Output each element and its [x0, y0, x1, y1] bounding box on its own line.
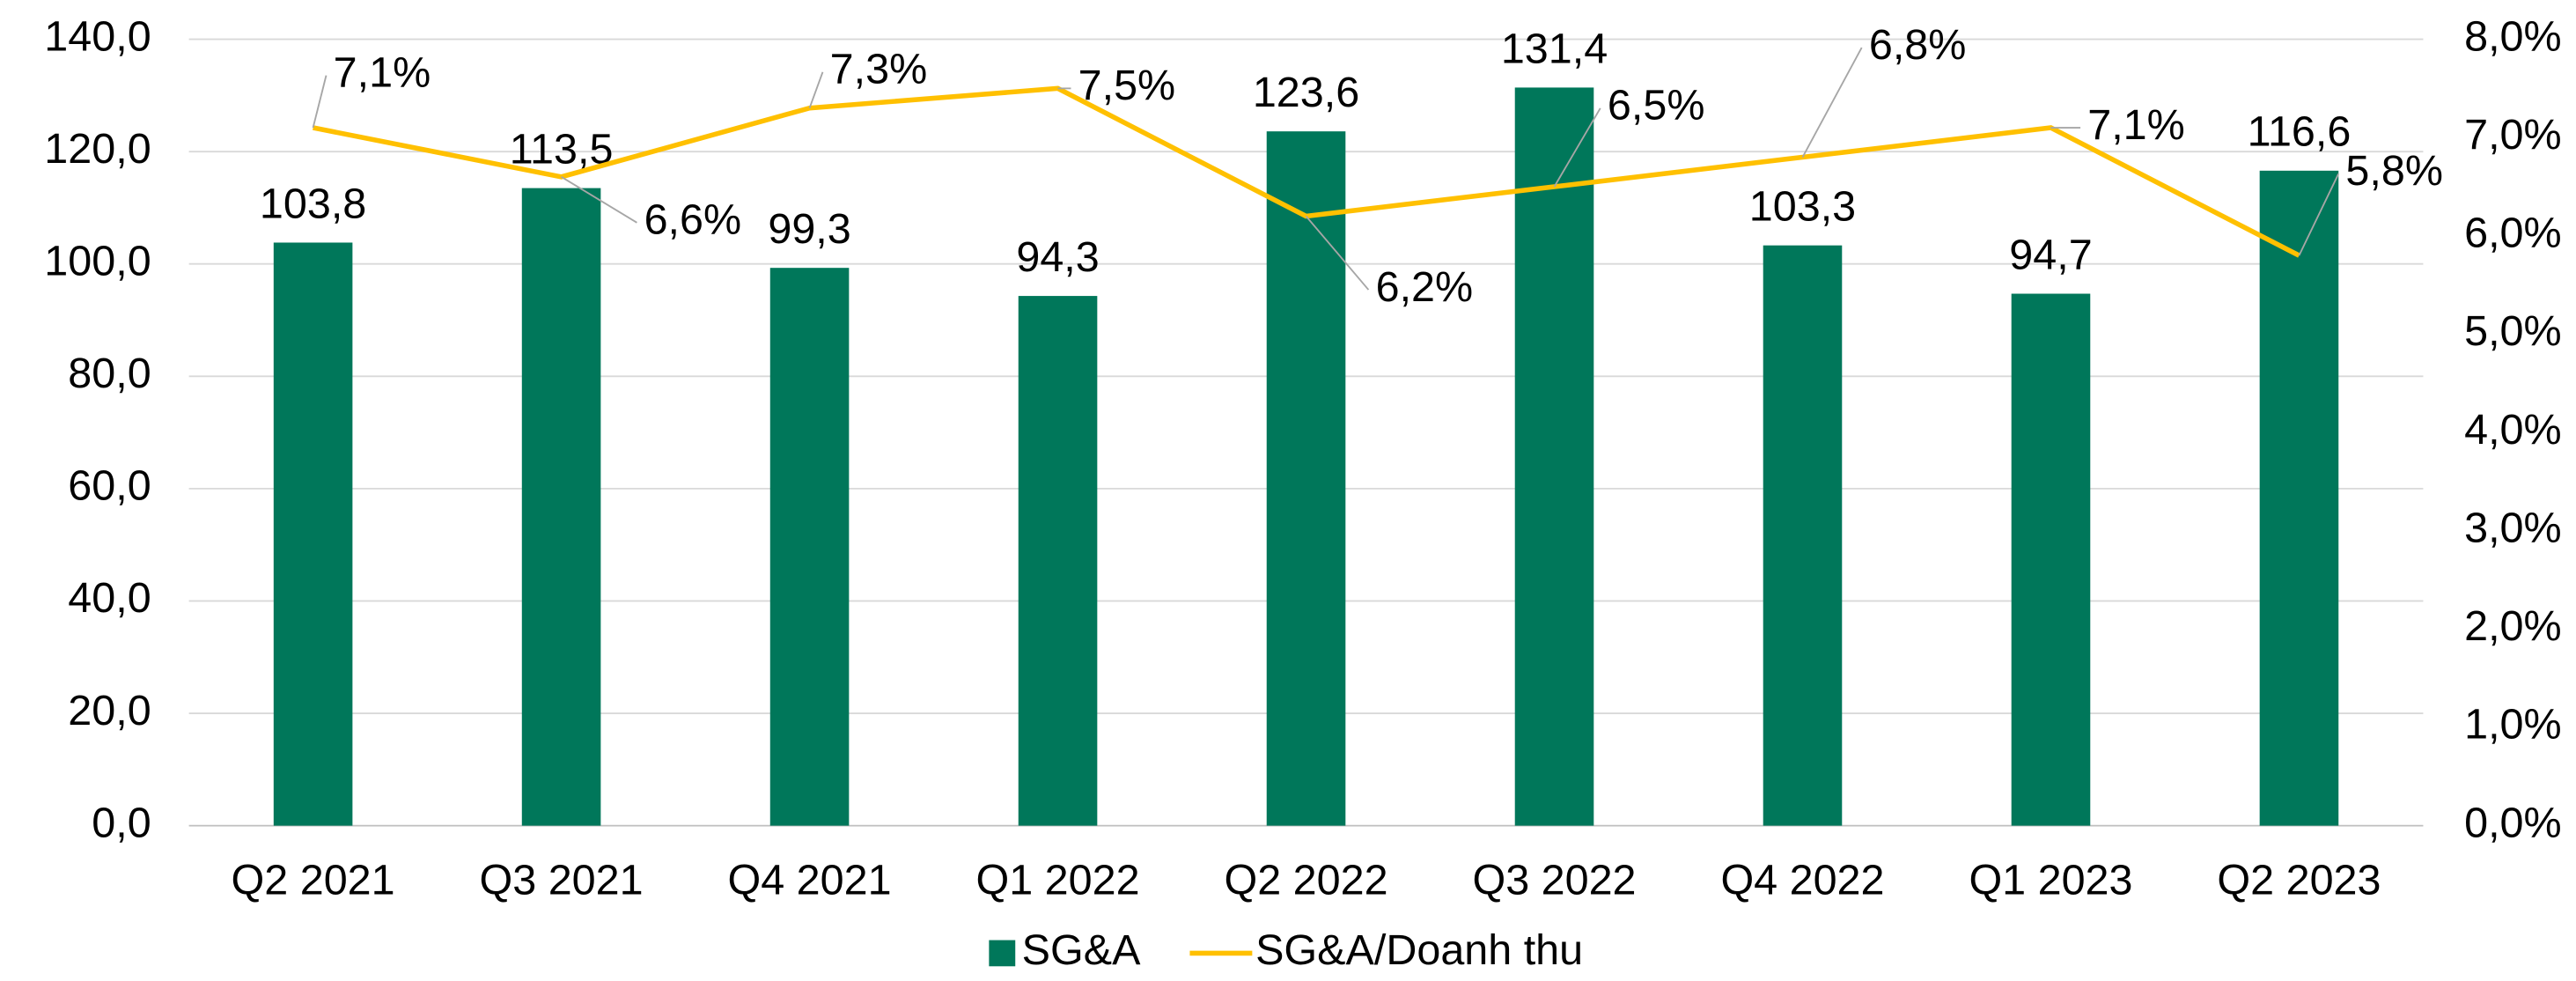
- bar: [2011, 293, 2091, 826]
- line-value-label: 5,8%: [2345, 147, 2443, 195]
- bar-value-label: 94,3: [1016, 233, 1099, 281]
- y2-tick-label: 5,0%: [2464, 307, 2562, 355]
- line-value-label: 7,1%: [2087, 101, 2185, 149]
- leader-line: [1305, 215, 1370, 291]
- line-value-label: 6,6%: [644, 196, 742, 244]
- bar: [1763, 245, 1843, 826]
- bar: [273, 242, 353, 826]
- y2-tick-label: 0,0%: [2464, 799, 2562, 846]
- x-tick-label: Q3 2021: [480, 856, 644, 904]
- x-tick-label: Q1 2022: [976, 856, 1140, 904]
- bar: [1018, 296, 1098, 826]
- leader-line: [1801, 47, 1863, 158]
- y2-tick-label: 3,0%: [2464, 505, 2562, 552]
- bar-value-label: 94,7: [2009, 232, 2092, 279]
- x-tick-label: Q2 2022: [1224, 856, 1387, 904]
- y2-tick-label: 1,0%: [2464, 701, 2562, 749]
- line-value-label: 6,5%: [1608, 82, 1705, 129]
- bar-value-label: 131,4: [1501, 25, 1608, 72]
- line-value-label: 7,1%: [334, 48, 431, 96]
- bar-value-label: 103,8: [260, 180, 366, 227]
- line-value-label: 7,3%: [830, 46, 928, 93]
- y-tick-label: 40,0: [68, 574, 151, 622]
- y2-tick-label: 7,0%: [2464, 111, 2562, 159]
- leader-line: [808, 71, 824, 109]
- legend-swatch: [989, 940, 1016, 967]
- y-tick-label: 140,0: [44, 12, 151, 60]
- x-tick-label: Q1 2023: [1969, 856, 2132, 904]
- leader-line: [1553, 107, 1601, 188]
- bar-value-label: 123,6: [1253, 69, 1359, 116]
- bar-value-label: 99,3: [768, 205, 850, 253]
- y-tick-label: 20,0: [68, 687, 151, 734]
- x-tick-label: Q4 2021: [728, 856, 892, 904]
- y2-tick-label: 2,0%: [2464, 602, 2562, 650]
- line-value-label: 6,8%: [1869, 21, 1967, 69]
- y-tick-label: 120,0: [44, 125, 151, 173]
- leader-line: [2298, 173, 2340, 256]
- bar: [521, 188, 601, 826]
- line-value-label: 7,5%: [1078, 62, 1176, 109]
- bar-value-label: 116,6: [2248, 108, 2352, 156]
- y2-tick-label: 4,0%: [2464, 406, 2562, 454]
- y-tick-label: 60,0: [68, 462, 151, 510]
- bar: [1266, 131, 1346, 826]
- x-tick-label: Q4 2022: [1720, 856, 1884, 904]
- line-value-label: 6,2%: [1376, 263, 1474, 311]
- y-tick-label: 0,0: [92, 799, 151, 846]
- legend-label: SG&A: [1022, 926, 1142, 974]
- x-tick-label: Q2 2021: [232, 856, 395, 904]
- x-tick-label: Q2 2023: [2217, 856, 2381, 904]
- y-tick-label: 80,0: [68, 350, 151, 397]
- y2-tick-label: 6,0%: [2464, 210, 2562, 257]
- legend-label: SG&A/Doanh thu: [1255, 926, 1583, 974]
- leader-line: [561, 176, 637, 224]
- x-tick-label: Q3 2022: [1472, 856, 1636, 904]
- y-tick-label: 100,0: [44, 238, 151, 285]
- y2-tick-label: 8,0%: [2464, 12, 2562, 60]
- bar: [2259, 170, 2339, 826]
- leader-line: [312, 75, 328, 129]
- bar: [769, 268, 850, 826]
- bar: [1514, 87, 1594, 826]
- bar-value-label: 103,3: [1749, 183, 1856, 231]
